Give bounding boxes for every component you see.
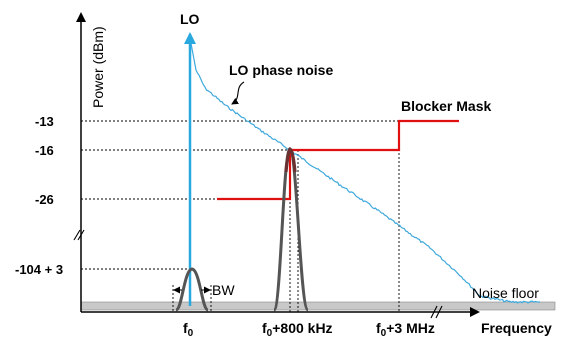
y-tick-minus13: -13 (35, 114, 54, 129)
blocker-mask-label: Blocker Mask (401, 98, 491, 114)
blocker-signal-peak (284, 147, 297, 173)
lo-phase-noise-curve (189, 37, 540, 304)
phase-noise-pointer (231, 81, 245, 105)
x-axis-break-icon (430, 305, 443, 319)
noise-floor-label: Noise floor (472, 285, 539, 301)
blocker-mask-line (217, 119, 459, 201)
y-axis-label: Power (dBm) (90, 26, 106, 108)
x-tick-f0-plus-3mhz: f0+3 MHz (376, 320, 435, 339)
x-axis-label: Frequency (481, 320, 552, 336)
y-tick-minus26: -26 (35, 192, 54, 207)
phase-noise-label: LO phase noise (229, 62, 333, 78)
bw-label: BW (212, 282, 235, 298)
y-tick-minus16: -16 (35, 143, 54, 158)
noise-floor-band (80, 301, 556, 311)
y-axis-break-icon (73, 229, 85, 241)
wanted-signal-bump (174, 267, 210, 312)
y-tick-minus104-plus3: -104 + 3 (15, 262, 63, 277)
lo-label: LO (180, 11, 200, 27)
x-tick-f0: f0 (183, 320, 194, 339)
x-tick-f0-plus-800khz: f0+800 kHz (262, 320, 333, 339)
